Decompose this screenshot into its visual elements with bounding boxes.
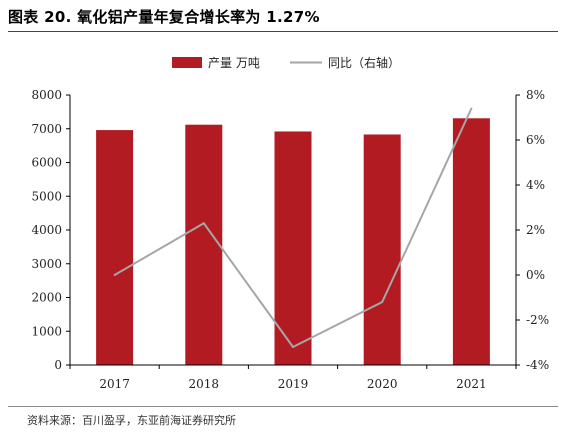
legend-bar-label: 产量 万吨 [208, 56, 260, 70]
legend: 产量 万吨 同比（右轴） [172, 55, 400, 70]
line-series [113, 107, 473, 348]
bar-series [96, 118, 490, 365]
left-tick-label: 3000 [31, 257, 62, 271]
legend-line-label: 同比（右轴） [328, 55, 400, 70]
x-tick-label: 2020 [367, 377, 398, 391]
right-tick-label: 4% [526, 178, 545, 192]
axes: 0 1000 2000 3000 4000 5000 6000 7000 8000 -4% -2% 0… [31, 88, 549, 391]
right-tick-label: 8% [526, 88, 545, 102]
right-tick-label: -4% [526, 358, 549, 372]
right-tick-label: 2% [526, 223, 545, 237]
source-note: 资料来源：百川盈孚，东亚前海证券研究所 [27, 414, 236, 427]
bar-2019 [274, 131, 312, 365]
chart-title: 图表 20. 氧化铝产量年复合增长率为 1.27% [8, 8, 320, 26]
bar-2018 [185, 124, 223, 365]
x-tick-label: 2019 [278, 377, 309, 391]
left-tick-label: 6000 [31, 156, 62, 170]
left-tick-label: 5000 [31, 189, 62, 203]
yoy-point-2018 [202, 222, 205, 225]
left-tick-label: 0 [54, 358, 62, 372]
right-tick-label: 0% [526, 268, 545, 282]
left-tick-label: 4000 [31, 223, 62, 237]
right-tick-label: 6% [526, 133, 545, 147]
bar-2021 [452, 118, 490, 365]
left-tick-label: 7000 [31, 122, 62, 136]
source-divider [8, 406, 558, 407]
title-divider [8, 31, 558, 32]
x-tick-label: 2021 [456, 377, 487, 391]
yoy-point-2020 [381, 301, 384, 303]
yoy-point-2017 [113, 274, 116, 276]
left-tick-label: 2000 [31, 291, 62, 305]
legend-bar-swatch [172, 57, 202, 68]
x-tick-label: 2017 [99, 377, 130, 391]
left-tick-label: 8000 [31, 88, 62, 102]
bar-2020 [363, 134, 401, 365]
right-tick-label: -2% [526, 313, 549, 327]
yoy-point-2021 [470, 107, 473, 110]
left-tick-label: 1000 [31, 324, 62, 338]
bar-2017 [96, 130, 134, 365]
yoy-point-2019 [292, 346, 294, 348]
x-tick-label: 2018 [189, 377, 220, 391]
